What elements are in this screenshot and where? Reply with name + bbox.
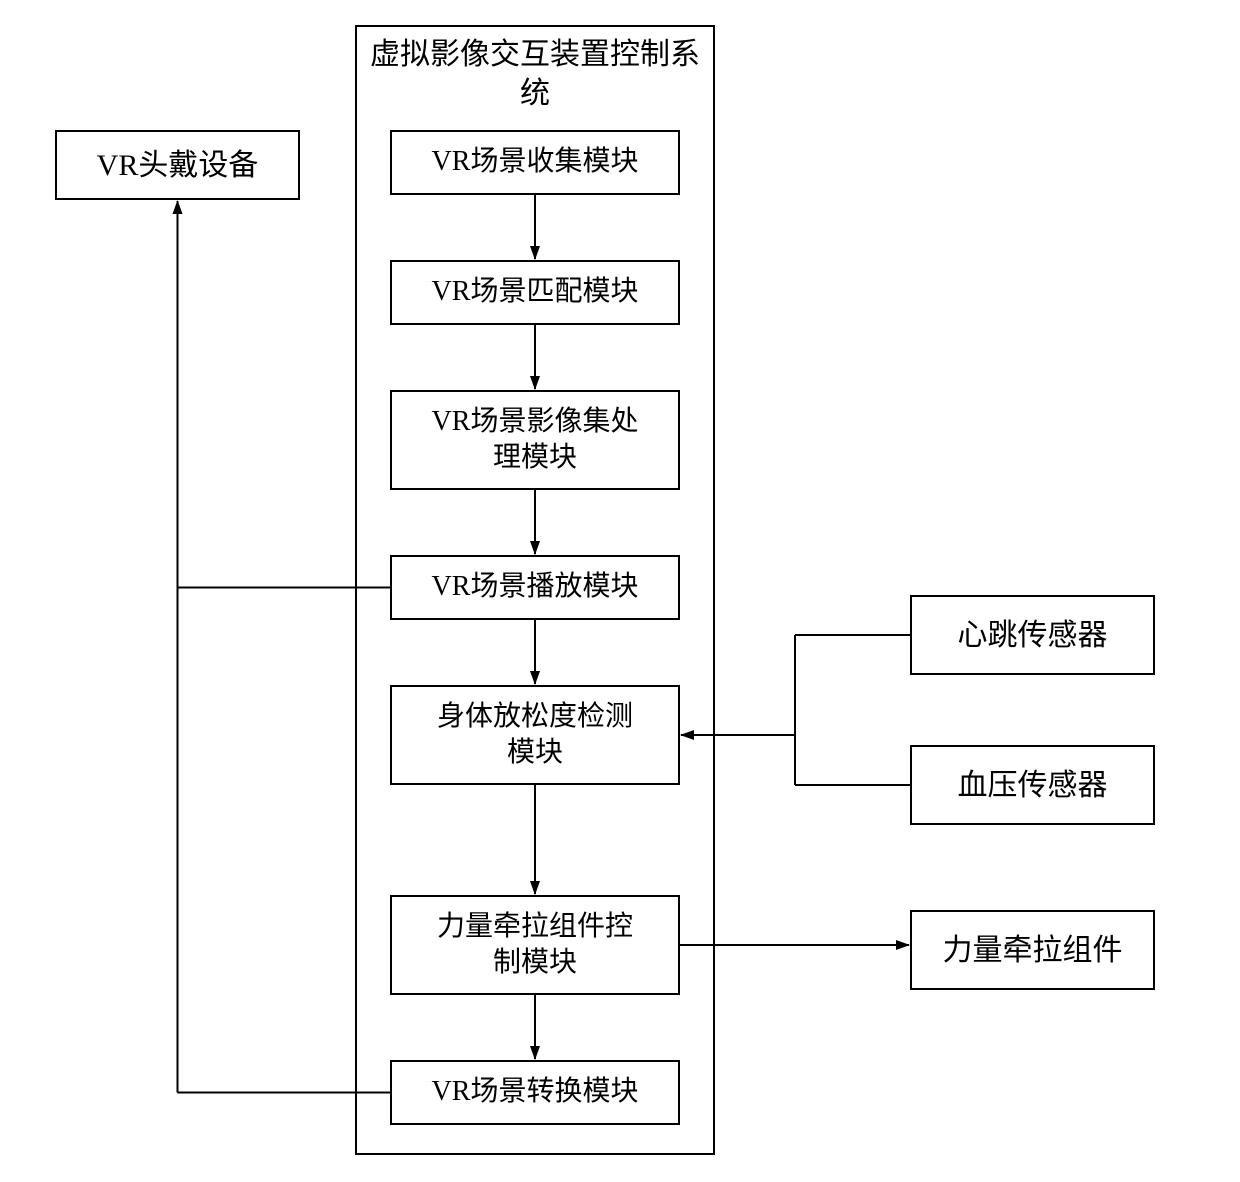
vr-headset-label: VR头戴设备	[97, 146, 259, 185]
module-scene-match: VR场景匹配模块	[390, 260, 680, 325]
force-component-label: 力量牵拉组件	[943, 931, 1123, 970]
module-force-control: 力量牵拉组件控制模块	[390, 895, 680, 995]
module-body-relax-detect: 身体放松度检测模块	[390, 685, 680, 785]
module-body-relax-detect-label: 身体放松度检测模块	[437, 699, 633, 772]
vr-headset-box: VR头戴设备	[55, 130, 300, 200]
module-scene-collect: VR场景收集模块	[390, 130, 680, 195]
bp-sensor-box: 血压传感器	[910, 745, 1155, 825]
module-scene-play-label: VR场景播放模块	[432, 569, 639, 605]
module-scene-play: VR场景播放模块	[390, 555, 680, 620]
heart-sensor-label: 心跳传感器	[958, 616, 1108, 655]
module-scene-switch-label: VR场景转换模块	[432, 1074, 639, 1110]
module-image-process: VR场景影像集处理模块	[390, 390, 680, 490]
module-force-control-label: 力量牵拉组件控制模块	[437, 909, 633, 982]
heart-sensor-box: 心跳传感器	[910, 595, 1155, 675]
bp-sensor-label: 血压传感器	[958, 766, 1108, 805]
module-image-process-label: VR场景影像集处理模块	[432, 404, 639, 477]
module-scene-switch: VR场景转换模块	[390, 1060, 680, 1125]
system-title: 虚拟影像交互装置控制系统	[357, 35, 713, 113]
module-scene-collect-label: VR场景收集模块	[432, 144, 639, 180]
module-scene-match-label: VR场景匹配模块	[432, 274, 639, 310]
force-component-box: 力量牵拉组件	[910, 910, 1155, 990]
